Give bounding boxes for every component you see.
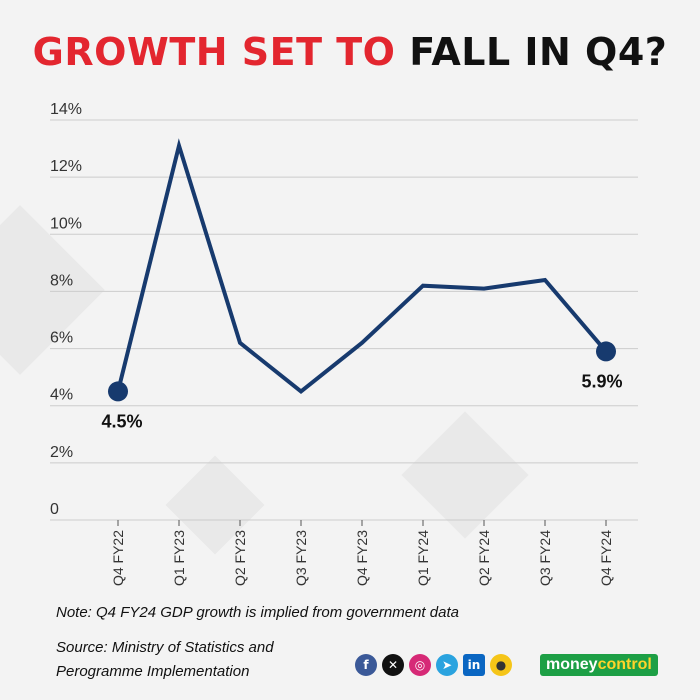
y-tick-label: 10% (50, 215, 82, 232)
x-icon[interactable]: ✕ (382, 654, 404, 676)
moneycontrol-logo: money control (540, 654, 658, 676)
social-icons: f ✕ ◎ ➤ in ● (355, 654, 512, 676)
brand-part-2: control (597, 656, 652, 673)
x-tick-label: Q3 FY23 (293, 530, 309, 586)
y-tick-label: 6% (50, 330, 73, 347)
linkedin-icon[interactable]: in (463, 654, 485, 676)
x-tick-label: Q3 FY24 (537, 530, 553, 586)
y-tick-label: 14% (50, 101, 82, 118)
highlight-point (596, 341, 616, 362)
facebook-icon[interactable]: f (355, 654, 377, 676)
y-tick-label: 8% (50, 272, 73, 289)
chart-source: Source: Ministry of Statistics and Perog… (56, 636, 274, 684)
highlight-point (108, 381, 128, 402)
source-line-2: Perogramme Implementation (56, 663, 250, 680)
x-tick-label: Q4 FY22 (110, 530, 126, 586)
source-line-1: Source: Ministry of Statistics and (56, 639, 274, 656)
x-tick-label: Q2 FY23 (232, 530, 248, 586)
data-label: 4.5% (101, 411, 142, 431)
data-label: 5.9% (581, 371, 622, 391)
x-tick-label: Q4 FY24 (598, 530, 614, 586)
brand-part-1: money (546, 656, 598, 673)
koo-icon[interactable]: ● (490, 654, 512, 676)
instagram-icon[interactable]: ◎ (409, 654, 431, 676)
x-tick-label: Q1 FY24 (415, 530, 431, 586)
title-part-2: FALL IN Q4? (409, 30, 668, 74)
telegram-icon[interactable]: ➤ (436, 654, 458, 676)
x-tick-label: Q1 FY23 (171, 530, 187, 586)
chart-title: GROWTH SET TO FALL IN Q4? (0, 30, 700, 74)
y-tick-label: 2% (50, 444, 73, 461)
y-tick-label: 4% (50, 387, 73, 404)
y-tick-label: 0 (50, 501, 59, 518)
title-part-1: GROWTH SET TO (32, 30, 396, 74)
series-line (116, 138, 608, 394)
x-tick-label: Q4 FY23 (354, 530, 370, 586)
chart-note: Note: Q4 FY24 GDP growth is implied from… (56, 604, 459, 621)
x-tick-label: Q2 FY24 (476, 530, 492, 586)
y-tick-label: 12% (50, 158, 82, 175)
